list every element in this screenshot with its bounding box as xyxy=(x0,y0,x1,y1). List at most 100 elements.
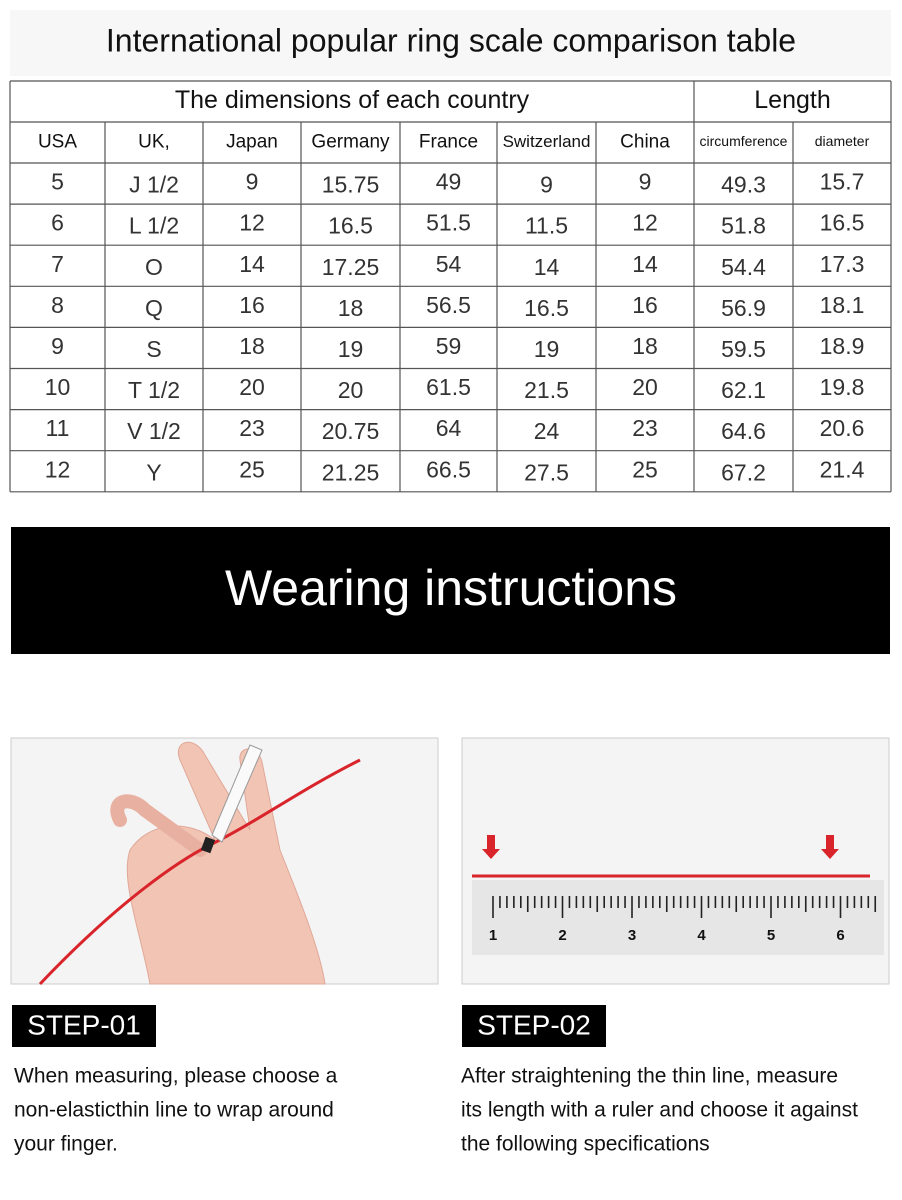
table-cell: 12 xyxy=(239,210,265,236)
table-cell: 19.8 xyxy=(820,374,865,400)
table-cell: 56.5 xyxy=(426,292,471,318)
step-text: non-elasticthin line to wrap around xyxy=(14,1099,334,1122)
table-cell: 17.3 xyxy=(820,251,865,277)
step-text: When measuring, please choose a xyxy=(14,1065,338,1088)
column-header: USA xyxy=(38,132,77,153)
table-cell: 54 xyxy=(436,251,462,277)
column-header: China xyxy=(620,132,670,153)
table-cell: 21.4 xyxy=(820,456,865,482)
table-cell: 20 xyxy=(239,374,265,400)
table-cell: 9 xyxy=(51,333,64,359)
table-cell: 20.75 xyxy=(322,418,380,444)
table-cell: 18 xyxy=(239,333,265,359)
step-text: the following specifications xyxy=(461,1133,710,1156)
table-cell: 54.4 xyxy=(721,254,766,280)
table-cell: L 1/2 xyxy=(129,213,179,239)
table-cell: 18.9 xyxy=(820,333,865,359)
table-cell: 56.9 xyxy=(721,295,766,321)
title-band xyxy=(10,10,891,76)
table-cell: O xyxy=(145,254,163,280)
table-cell: 49 xyxy=(436,169,462,195)
table-cell: 18 xyxy=(632,333,658,359)
step-label: STEP-01 xyxy=(27,1009,141,1040)
table-cell: 24 xyxy=(534,418,560,444)
step-badge xyxy=(462,1005,606,1047)
column-header: diameter xyxy=(815,133,870,149)
table-cell: 14 xyxy=(239,251,265,277)
ruler-label: 2 xyxy=(558,927,566,944)
table-cell: 20.6 xyxy=(820,415,865,441)
table-cell: 14 xyxy=(534,254,560,280)
table-cell: 25 xyxy=(632,456,658,482)
table-cell: 17.25 xyxy=(322,254,380,280)
ruler-label: 3 xyxy=(628,927,636,944)
table-cell: 27.5 xyxy=(524,459,569,485)
table-cell: 64 xyxy=(436,415,462,441)
table-cell: 51.8 xyxy=(721,213,766,239)
group-header: Length xyxy=(754,86,830,114)
table-cell: 21.25 xyxy=(322,459,380,485)
table-cell: 7 xyxy=(51,251,64,277)
step-text: your finger. xyxy=(14,1133,118,1156)
table-cell: 64.6 xyxy=(721,418,766,444)
steps: STEP-01 When measuring, please choose a no… xyxy=(12,1005,858,1156)
table-cell: 59.5 xyxy=(721,336,766,362)
table-cell: 51.5 xyxy=(426,210,471,236)
table-cell: 59 xyxy=(436,333,462,359)
table-cell: 20 xyxy=(338,377,364,403)
size-table: The dimensions of each country Length USA U… xyxy=(9,80,892,493)
banner-title: Wearing instructions xyxy=(225,560,677,616)
table-cell: S xyxy=(146,336,161,362)
ruler-label: 1 xyxy=(489,927,497,944)
table-cell: Q xyxy=(145,295,163,321)
table-cell: 23 xyxy=(632,415,658,441)
table-cell: 62.1 xyxy=(721,377,766,403)
table-cell: 14 xyxy=(632,251,658,277)
table-cell: 16.5 xyxy=(524,295,569,321)
column-header: Japan xyxy=(226,132,278,153)
table-cell: Y xyxy=(146,459,161,485)
table-cell: 12 xyxy=(45,456,71,482)
table-cell: 19 xyxy=(338,336,364,362)
ruler-label: 5 xyxy=(767,927,775,944)
table-cell: 9 xyxy=(246,169,259,195)
table-cell: 15.75 xyxy=(322,172,380,198)
table-cell: 6 xyxy=(51,210,64,236)
table-cell: 12 xyxy=(632,210,658,236)
table-cell: 16.5 xyxy=(820,210,865,236)
column-header: UK, xyxy=(138,132,170,153)
table-cell: 18.1 xyxy=(820,292,865,318)
table-cell: 16 xyxy=(239,292,265,318)
group-header: The dimensions of each country xyxy=(175,86,530,114)
table-cell: 10 xyxy=(45,374,71,400)
table-cell: 5 xyxy=(51,169,64,195)
step-label: STEP-02 xyxy=(477,1009,591,1040)
table-cell: 66.5 xyxy=(426,456,471,482)
ruler-illustration: 1 2 3 4 5 6 xyxy=(461,737,890,985)
table-cell: 49.3 xyxy=(721,172,766,198)
step-text: After straightening the thin line, measu… xyxy=(461,1065,838,1088)
table-cell: 16.5 xyxy=(328,213,373,239)
table-cell: 21.5 xyxy=(524,377,569,403)
table-cell: 19 xyxy=(534,336,560,362)
table-cell: 16 xyxy=(632,292,658,318)
table-cell: 67.2 xyxy=(721,459,766,485)
table-cell: 18 xyxy=(338,295,364,321)
column-header: circumference xyxy=(700,133,788,149)
table-cell: 8 xyxy=(51,292,64,318)
table-cell: 11 xyxy=(46,415,70,441)
table-cell: 9 xyxy=(639,169,652,195)
column-header: Switzerland xyxy=(503,132,591,151)
table-cell: 9 xyxy=(540,172,553,198)
step-text: its length with a ruler and choose it ag… xyxy=(461,1099,858,1122)
table-cell: T 1/2 xyxy=(128,377,180,403)
banner xyxy=(11,527,890,654)
table-cell: 23 xyxy=(239,415,265,441)
table-cell: 61.5 xyxy=(426,374,471,400)
table-cell: 15.7 xyxy=(820,169,865,195)
column-header: Germany xyxy=(311,132,390,153)
table-cell: 25 xyxy=(239,456,265,482)
ruler-label: 6 xyxy=(836,927,844,944)
table-cell: V 1/2 xyxy=(127,418,181,444)
